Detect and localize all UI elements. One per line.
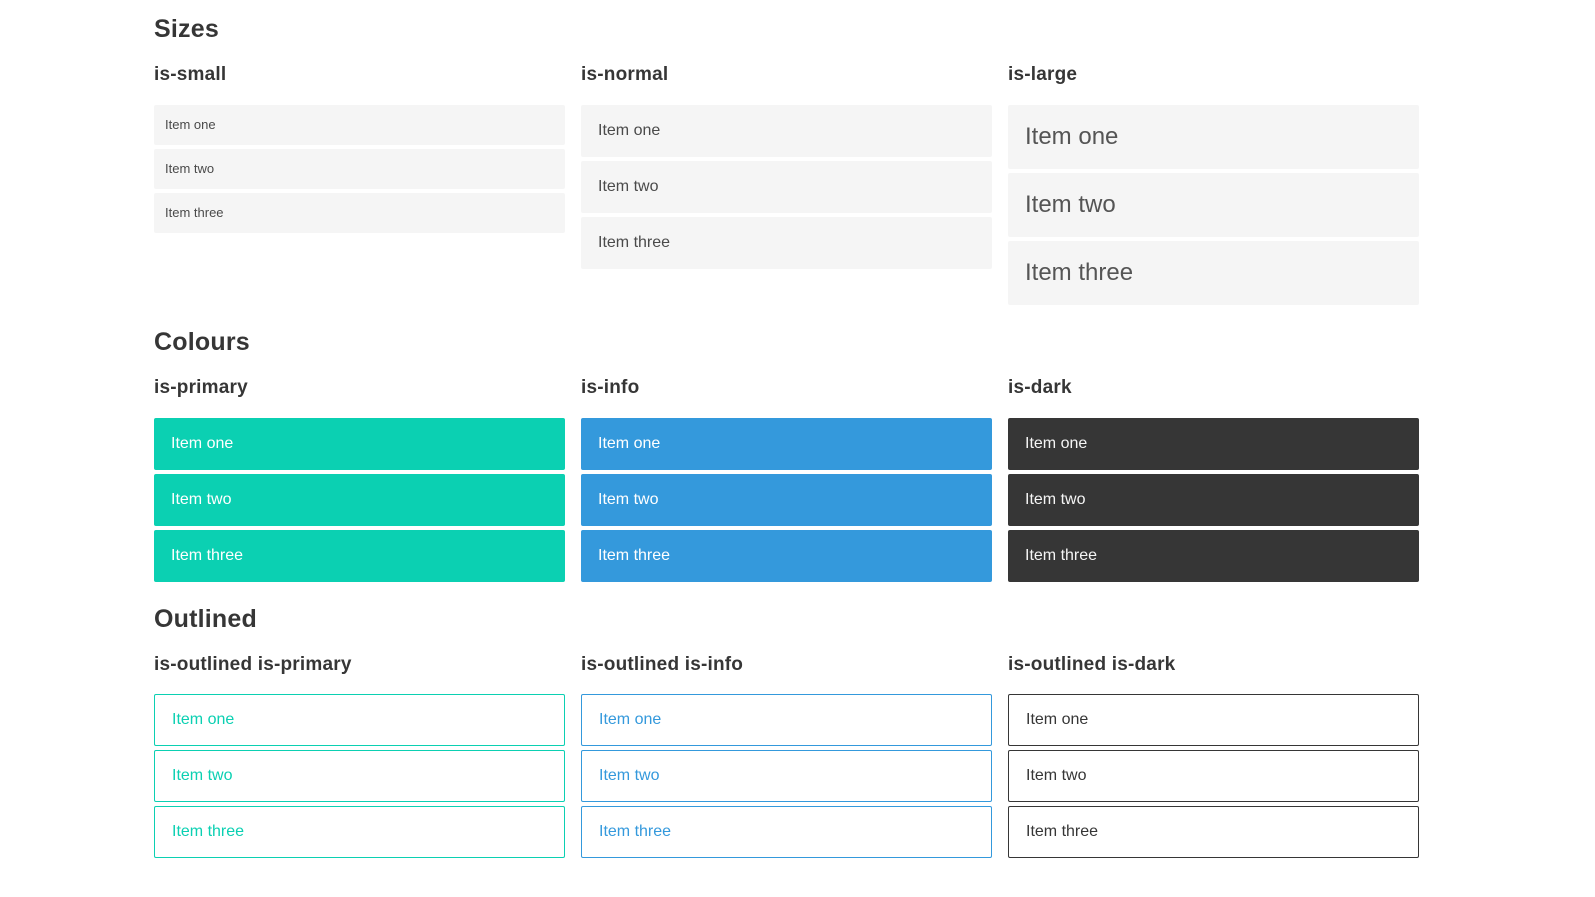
list-item[interactable]: Item one — [1008, 104, 1419, 169]
sizes-columns: is-small Item one Item two Item three is… — [154, 64, 1419, 305]
list-item[interactable]: Item three — [154, 529, 565, 582]
list-item[interactable]: Item one — [154, 104, 565, 145]
list-item[interactable]: Item two — [1008, 473, 1419, 526]
section-colours: Colours is-primary Item one Item two Ite… — [154, 327, 1419, 582]
group-label-is-normal: is-normal — [581, 64, 669, 85]
list-item[interactable]: Item two — [581, 160, 992, 213]
list-item[interactable]: Item two — [581, 473, 992, 526]
group-outlined-primary: is-outlined is-primary Item one Item two… — [154, 654, 565, 859]
list-item[interactable]: Item three — [581, 529, 992, 582]
group-is-small: is-small Item one Item two Item three — [154, 64, 565, 305]
list-component-demo-page: Sizes is-small Item one Item two Item th… — [154, 14, 1419, 859]
list-item[interactable]: Item two — [1008, 172, 1419, 237]
section-title-outlined: Outlined — [154, 604, 257, 633]
group-label-outlined-info: is-outlined is-info — [581, 653, 744, 675]
list-item[interactable]: Item one — [581, 104, 992, 157]
group-label-is-primary: is-primary — [154, 376, 248, 398]
group-label-is-info: is-info — [581, 376, 640, 398]
section-title-colours: Colours — [154, 327, 250, 356]
list-item[interactable]: Item one — [581, 417, 992, 470]
group-is-normal: is-normal Item one Item two Item three — [581, 64, 992, 305]
colours-columns: is-primary Item one Item two Item three … — [154, 377, 1419, 582]
list-item[interactable]: Item three — [154, 192, 565, 233]
list-item[interactable]: Item three — [1008, 240, 1419, 305]
group-is-primary: is-primary Item one Item two Item three — [154, 377, 565, 582]
list-item[interactable]: Item one — [1008, 417, 1419, 470]
list-item[interactable]: Item two — [154, 473, 565, 526]
group-outlined-dark: is-outlined is-dark Item one Item two It… — [1008, 654, 1419, 859]
list-is-small: Item one Item two Item three — [154, 104, 565, 233]
list-is-large: Item one Item two Item three — [1008, 104, 1419, 305]
section-title-sizes: Sizes — [154, 15, 219, 43]
list-item[interactable]: Item three — [581, 216, 992, 269]
list-item[interactable]: Item three — [1008, 529, 1419, 582]
list-item[interactable]: Item two — [1008, 750, 1419, 803]
list-is-primary: Item one Item two Item three — [154, 417, 565, 582]
list-item[interactable]: Item one — [154, 417, 565, 470]
group-label-outlined-dark: is-outlined is-dark — [1008, 653, 1176, 675]
list-outlined-info: Item one Item two Item three — [581, 694, 992, 859]
group-label-is-dark: is-dark — [1008, 376, 1072, 398]
list-is-dark: Item one Item two Item three — [1008, 417, 1419, 582]
list-outlined-dark: Item one Item two Item three — [1008, 694, 1419, 859]
group-is-info: is-info Item one Item two Item three — [581, 377, 992, 582]
group-is-large: is-large Item one Item two Item three — [1008, 64, 1419, 305]
list-item[interactable]: Item one — [1008, 694, 1419, 747]
group-label-is-large: is-large — [1008, 64, 1078, 85]
group-outlined-info: is-outlined is-info Item one Item two It… — [581, 654, 992, 859]
list-item[interactable]: Item two — [154, 750, 565, 803]
list-item[interactable]: Item three — [581, 806, 992, 859]
list-item[interactable]: Item one — [154, 694, 565, 747]
list-outlined-primary: Item one Item two Item three — [154, 694, 565, 859]
list-is-info: Item one Item two Item three — [581, 417, 992, 582]
list-is-normal: Item one Item two Item three — [581, 104, 992, 269]
list-item[interactable]: Item three — [154, 806, 565, 859]
list-item[interactable]: Item one — [581, 694, 992, 747]
group-label-outlined-primary: is-outlined is-primary — [154, 653, 352, 675]
list-item[interactable]: Item two — [581, 750, 992, 803]
group-is-dark: is-dark Item one Item two Item three — [1008, 377, 1419, 582]
group-label-is-small: is-small — [154, 64, 227, 85]
outlined-columns: is-outlined is-primary Item one Item two… — [154, 654, 1419, 859]
section-outlined: Outlined is-outlined is-primary Item one… — [154, 604, 1419, 859]
list-item[interactable]: Item three — [1008, 806, 1419, 859]
section-sizes: Sizes is-small Item one Item two Item th… — [154, 14, 1419, 305]
list-item[interactable]: Item two — [154, 148, 565, 189]
